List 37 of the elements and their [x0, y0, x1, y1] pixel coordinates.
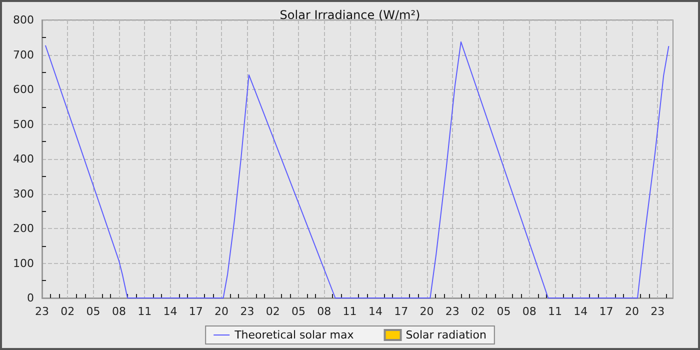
- x-tick-label: 11: [548, 305, 562, 318]
- x-tick-label: 20: [624, 305, 639, 318]
- y-tick-label: 100: [13, 256, 34, 270]
- x-tick-label: 08: [522, 305, 536, 318]
- x-tick-label: 17: [188, 305, 203, 318]
- y-tick-label: 700: [13, 48, 34, 62]
- y-tick-label: 0: [27, 292, 34, 304]
- y-tick-label: 200: [13, 222, 34, 235]
- x-tick-label: 02: [60, 305, 75, 318]
- x-tick-label: 05: [496, 305, 511, 318]
- x-tick-label: 23: [650, 305, 665, 318]
- x-tick-label: 17: [599, 305, 614, 318]
- chart-title: Solar Irradiance (W/m²): [280, 8, 420, 22]
- x-tick-label: 17: [394, 305, 408, 318]
- x-tick-label: 08: [112, 305, 126, 318]
- legend-label: Solar radiation: [406, 328, 486, 342]
- y-tick-label: 800: [13, 14, 34, 26]
- x-tick-label: 23: [445, 305, 460, 318]
- x-tick-label: 02: [471, 305, 486, 318]
- x-tick-label: 08: [317, 305, 332, 318]
- y-tick-label: 300: [13, 187, 34, 200]
- x-tick-label: 14: [163, 305, 178, 318]
- x-tick-label: 14: [368, 305, 382, 318]
- y-tick-label: 400: [13, 152, 34, 166]
- y-tick-label: 600: [13, 83, 34, 96]
- y-tick-label: 500: [13, 118, 34, 131]
- x-tick-label: 11: [342, 305, 357, 318]
- legend-label: Theoretical solar max: [234, 328, 354, 342]
- x-tick-label: 20: [420, 305, 434, 318]
- x-tick-label: 14: [574, 305, 588, 318]
- x-tick-label: 05: [292, 305, 306, 318]
- x-tick-label: 23: [240, 305, 254, 318]
- x-tick-label: 02: [266, 305, 280, 318]
- x-tick-label: 11: [138, 305, 152, 318]
- x-tick-label: 20: [214, 305, 229, 318]
- x-tick-label: 23: [35, 305, 49, 318]
- x-tick-label: 05: [86, 305, 100, 318]
